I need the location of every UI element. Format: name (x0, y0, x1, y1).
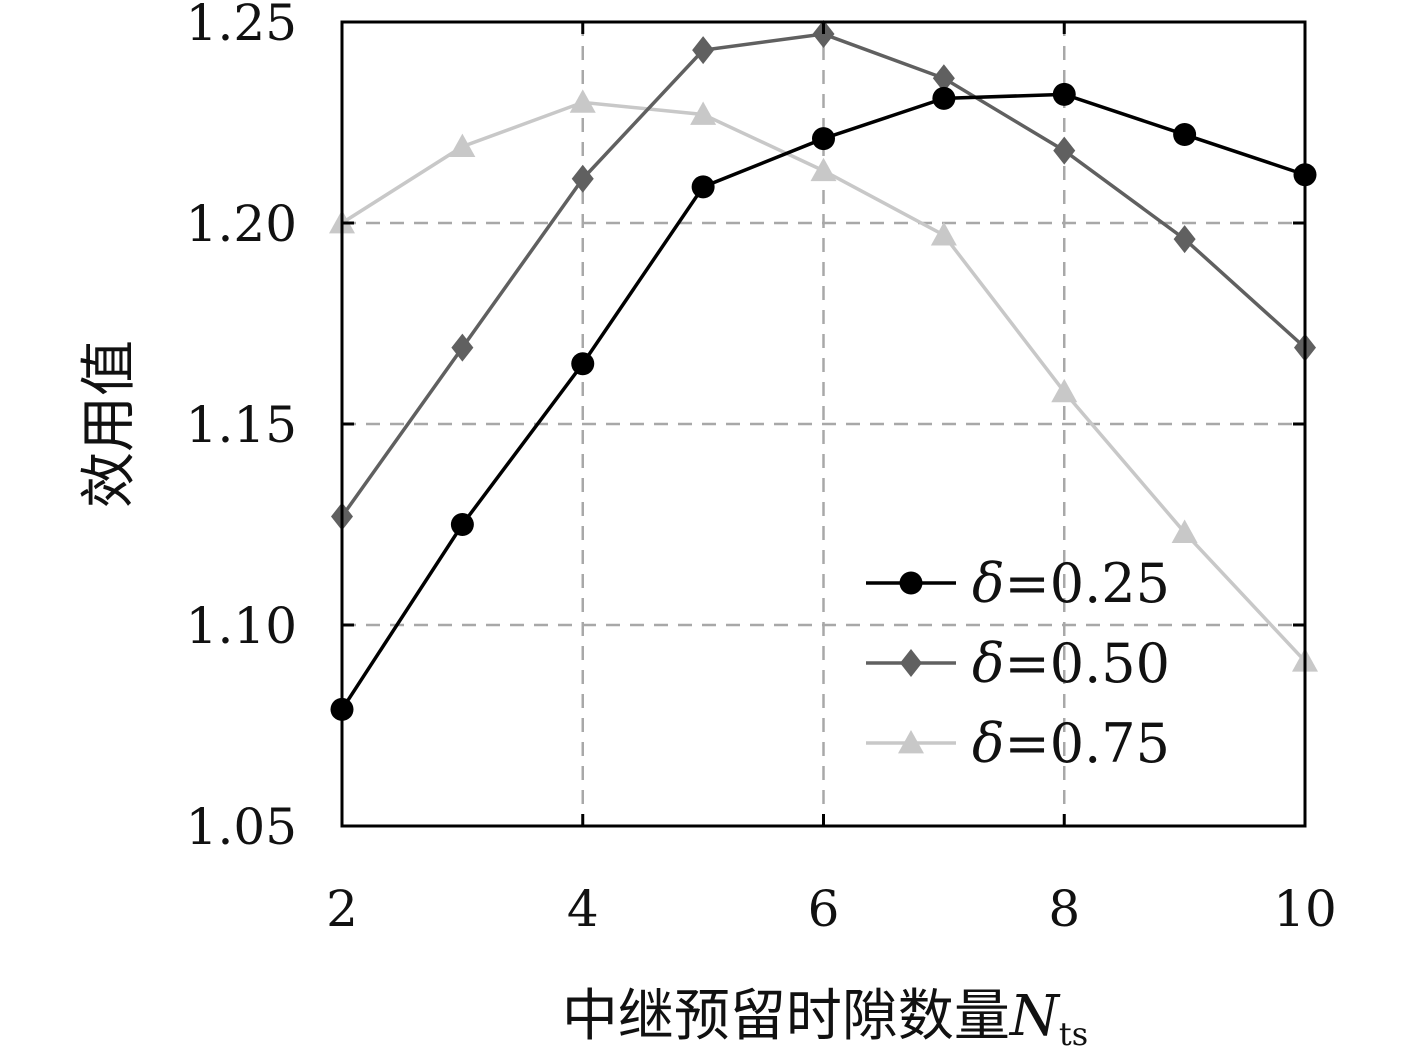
y-tick-label-1.20: 1.20 (186, 195, 297, 253)
series-2-point-5 (692, 36, 715, 65)
y-tick-label-1.15: 1.15 (186, 396, 297, 454)
x-axis-title: 中继预留时隙数量Nts (562, 984, 1088, 1053)
series-3-point-9 (1171, 519, 1198, 543)
y-tick-label-1.10: 1.10 (186, 597, 297, 655)
series-3-point-3 (449, 133, 476, 158)
series-3 (329, 89, 1318, 672)
series-3-point-7 (930, 222, 957, 246)
legend-marker-1 (899, 571, 923, 595)
series-3-point-5 (690, 101, 717, 125)
x-axis-title-subscript: ts (1059, 1015, 1088, 1053)
legend-label-value-1: =0.25 (1005, 552, 1170, 615)
legend-marker-2 (900, 649, 922, 677)
y-axis-title: 效用值 (77, 340, 142, 508)
legend-label-value-2: =0.50 (1005, 632, 1170, 695)
legend-entry-3: δ=0.75 (866, 712, 1170, 775)
series-2-point-8 (1053, 136, 1076, 165)
legend-label-1: δ=0.25 (972, 552, 1170, 615)
legend-marker-3 (898, 730, 924, 754)
x-tick-label-2: 2 (326, 880, 358, 938)
tick-labels: 2 4 6 8 10 1.05 1.10 1.15 1.20 1.25 (186, 0, 1337, 938)
y-tick-label-1.05: 1.05 (186, 798, 297, 856)
legend-label-value-3: =0.75 (1005, 712, 1170, 775)
series-1-point-5 (691, 175, 715, 199)
legend-label-symbol-1: δ (972, 552, 1005, 615)
x-tick-label-10: 10 (1273, 880, 1337, 938)
series-2-point-3 (451, 333, 474, 362)
x-tick-label-8: 8 (1048, 880, 1080, 938)
legend-label-symbol-3: δ (972, 712, 1005, 775)
legend-entry-2: δ=0.50 (866, 632, 1170, 695)
series-1-point-8 (1052, 82, 1076, 106)
series-3-point-6 (810, 157, 837, 182)
legend-label-2: δ=0.50 (972, 632, 1170, 695)
series-1-point-3 (450, 513, 474, 536)
series-2-point-4 (571, 164, 594, 193)
series-1-point-7 (932, 86, 956, 110)
series-1-point-6 (812, 127, 835, 151)
legend: δ=0.25δ=0.50δ=0.75 (866, 552, 1170, 775)
x-axis-title-symbol: N (1008, 984, 1061, 1049)
series-3-point-4 (569, 89, 596, 113)
x-tick-label-4: 4 (567, 880, 599, 938)
series-layer (329, 20, 1318, 721)
x-tick-label-6: 6 (808, 880, 840, 938)
series-3-point-8 (1051, 378, 1078, 403)
legend-label-symbol-2: δ (972, 632, 1005, 695)
series-1-point-4 (571, 352, 595, 376)
x-axis-title-text: 中继预留时隙数量 (562, 984, 1010, 1049)
tick-marks (340, 20, 1307, 828)
legend-entry-1: δ=0.25 (866, 552, 1170, 615)
legend-label-3: δ=0.75 (972, 712, 1170, 775)
series-2-point-6 (812, 20, 835, 49)
y-tick-label-1.25: 1.25 (186, 0, 297, 52)
series-1-line (340, 92, 1306, 711)
series-1-point-9 (1173, 123, 1197, 147)
series-2-point-7 (932, 64, 955, 93)
series-2-point-9 (1173, 225, 1196, 254)
